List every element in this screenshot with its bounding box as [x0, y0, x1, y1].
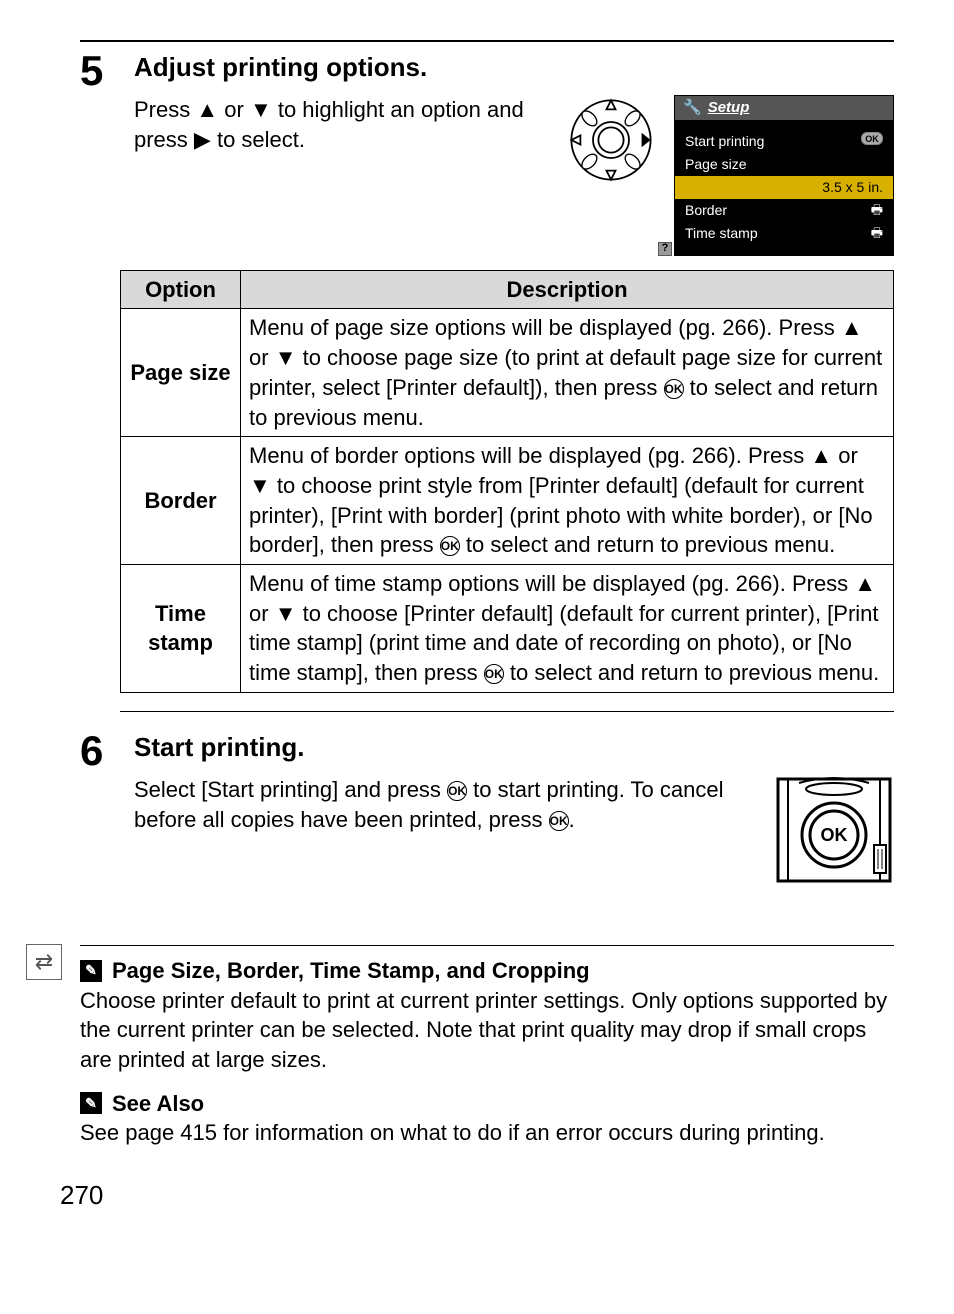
pencil-icon: ✎	[80, 960, 102, 982]
right-triangle-icon: ▶	[194, 125, 211, 155]
table-row: Time stamp Menu of time stamp options wi…	[121, 564, 894, 692]
th-description: Description	[241, 270, 894, 309]
up-triangle-icon: ▲	[854, 569, 876, 599]
step5-t2: or	[218, 97, 250, 122]
txt: or	[832, 443, 858, 468]
screen-timestamp-label: Time stamp	[685, 224, 758, 243]
printer-icon: 🖶	[871, 201, 883, 220]
ok-button-diagram: OK	[774, 775, 894, 885]
options-table: Option Description Page size Menu of pag…	[120, 270, 894, 693]
opt-timestamp: Time stamp	[121, 564, 241, 692]
note2-title: See Also	[112, 1089, 204, 1119]
th-option: Option	[121, 270, 241, 309]
up-triangle-icon: ▲	[196, 95, 218, 125]
page-number: 270	[60, 1178, 894, 1213]
table-row: Border Menu of border options will be di…	[121, 437, 894, 565]
txt: Menu of time stamp options will be displ…	[249, 571, 854, 596]
connection-icon: ⇄	[26, 944, 62, 980]
desc-pagesize: Menu of page size options will be displa…	[241, 309, 894, 437]
txt: or	[249, 345, 275, 370]
screen-row-start: Start printing OK	[675, 130, 893, 153]
txt: to select and return to previous menu.	[504, 660, 879, 685]
svg-text:OK: OK	[821, 825, 848, 845]
printer-icon: 🖶	[871, 224, 883, 243]
screen-row-timestamp: Time stamp 🖶	[675, 222, 893, 245]
step-5-text: Press ▲ or ▼ to highlight an option and …	[134, 95, 548, 154]
opt-pagesize: Page size	[121, 309, 241, 437]
screen-row-pagesize: Page size	[675, 153, 893, 176]
txt: or	[249, 601, 275, 626]
screen-title-row: 🔧 Setup	[675, 96, 893, 120]
up-triangle-icon: ▲	[841, 313, 863, 343]
ok-icon: OK	[549, 811, 569, 831]
txt: to select and return to previous menu.	[460, 532, 835, 557]
down-triangle-icon: ▼	[275, 343, 297, 373]
screen-pagesize-label: Page size	[685, 155, 746, 174]
table-header: Option Description	[121, 270, 894, 309]
up-triangle-icon: ▲	[810, 441, 832, 471]
screen-title: Setup	[708, 98, 750, 118]
step-5-number: 5	[80, 50, 116, 92]
step-5-title: Adjust printing options.	[134, 50, 894, 85]
step-6-body: Start printing. Select [Start printing] …	[134, 730, 894, 885]
screen-row-selected: 3.5 x 5 in.	[675, 176, 893, 199]
note-pagesize: ⇄ ✎ Page Size, Border, Time Stamp, and C…	[80, 945, 894, 1148]
down-triangle-icon: ▼	[249, 471, 271, 501]
txt: .	[569, 807, 575, 832]
txt: Menu of page size options will be displa…	[249, 315, 841, 340]
help-icon: ?	[658, 242, 672, 256]
step-6-text: Select [Start printing] and press OK to …	[134, 775, 756, 834]
wrench-icon: 🔧	[683, 98, 702, 118]
desc-border: Menu of border options will be displayed…	[241, 437, 894, 565]
camera-setup-screen: 🔧 Setup Start printing OK Page size	[674, 95, 894, 256]
step5-t4: to select.	[211, 127, 305, 152]
step-5-body: Adjust printing options. Press ▲ or ▼ to…	[134, 50, 894, 256]
note1-body: Choose printer default to print at curre…	[80, 986, 894, 1075]
desc-timestamp: Menu of time stamp options will be displ…	[241, 564, 894, 692]
divider	[120, 711, 894, 712]
down-triangle-icon: ▼	[275, 599, 297, 629]
top-rule	[80, 40, 894, 42]
screen-start-label: Start printing	[685, 132, 764, 151]
ok-badge-icon: OK	[861, 132, 883, 145]
txt: Menu of border options will be displayed…	[249, 443, 810, 468]
note2-body: See page 415 for information on what to …	[80, 1118, 894, 1148]
multi-selector-diagram	[566, 95, 656, 193]
pencil-icon: ✎	[80, 1092, 102, 1114]
txt: Select [Start printing] and press	[134, 777, 447, 802]
step5-t1: Press	[134, 97, 196, 122]
down-triangle-icon: ▼	[250, 95, 272, 125]
screen-border-label: Border	[685, 201, 727, 220]
ok-icon: OK	[664, 379, 684, 399]
ok-icon: OK	[440, 536, 460, 556]
screen-pagesize-value: 3.5 x 5 in.	[822, 178, 883, 197]
step-6-number: 6	[80, 730, 116, 772]
screen-row-border: Border 🖶	[675, 199, 893, 222]
step-5: 5 Adjust printing options. Press ▲ or ▼ …	[80, 50, 894, 256]
note1-title: Page Size, Border, Time Stamp, and Cropp…	[112, 956, 590, 986]
ok-icon: OK	[447, 781, 467, 801]
ok-icon: OK	[484, 664, 504, 684]
opt-border: Border	[121, 437, 241, 565]
table-row: Page size Menu of page size options will…	[121, 309, 894, 437]
step-6-title: Start printing.	[134, 730, 894, 765]
step-6: 6 Start printing. Select [Start printing…	[80, 730, 894, 885]
